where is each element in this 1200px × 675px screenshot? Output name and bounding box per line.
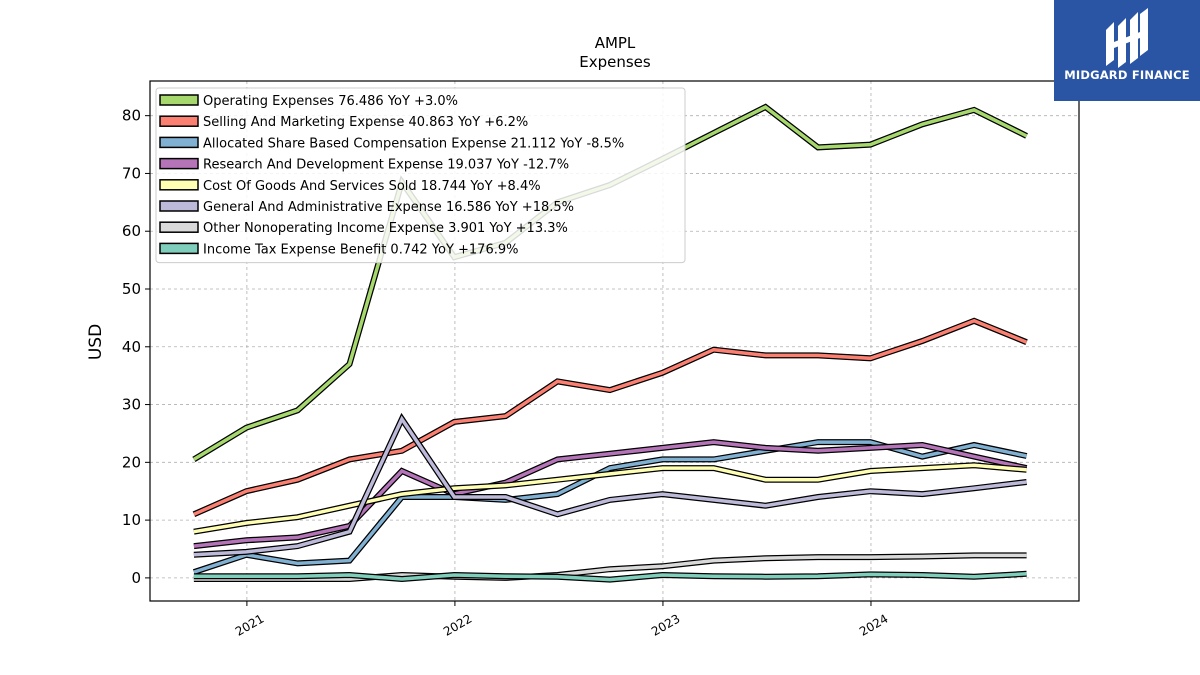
legend-swatch — [159, 115, 199, 127]
series-outline — [192, 317, 1028, 518]
series-line-group — [192, 317, 1028, 518]
series-line — [193, 572, 1027, 582]
series-line-group — [193, 552, 1027, 582]
legend-label: Income Tax Expense Benefit 0.742 YoY +17… — [203, 242, 518, 257]
y-tick-label: 70 — [122, 164, 141, 182]
y-axis-label: USD — [86, 324, 106, 360]
legend-swatch — [159, 200, 199, 212]
legend-swatch — [159, 157, 199, 170]
chart-subtitle: Expenses — [579, 53, 651, 71]
chart-title: AMPL — [595, 34, 636, 52]
y-tick-label: 10 — [122, 511, 141, 529]
series-outline — [192, 439, 1028, 575]
y-tick-label: 30 — [122, 396, 141, 414]
series-line-group — [193, 439, 1028, 550]
legend-swatch — [159, 94, 199, 106]
legend-label: Allocated Share Based Compensation Expen… — [203, 136, 624, 151]
legend-label: Other Nonoperating Income Expense 3.901 … — [203, 221, 568, 236]
series-line — [193, 440, 1027, 574]
legend-box — [155, 87, 686, 264]
series-line — [193, 415, 1027, 557]
series-line — [193, 553, 1027, 581]
legend-label: Research And Development Expense 19.037 … — [203, 158, 569, 173]
legend-label: General And Administrative Expense 16.58… — [203, 200, 574, 215]
legend-swatch — [159, 242, 199, 255]
series-line-group — [193, 462, 1027, 535]
brand-logo: MIDGARD FINANCE — [1054, 0, 1200, 101]
series-line — [193, 318, 1028, 516]
y-tick-label: 80 — [122, 107, 141, 125]
y-tick-label: 60 — [122, 222, 141, 240]
legend-swatch — [159, 221, 199, 233]
legend-swatch — [159, 179, 199, 191]
legend-label: Selling And Marketing Expense 40.863 YoY… — [203, 115, 528, 130]
y-tick-label: 40 — [122, 338, 141, 356]
y-tick-label: 0 — [131, 569, 141, 587]
series-line — [193, 463, 1027, 534]
legend-label: Operating Expenses 76.486 YoY +3.0% — [203, 94, 458, 109]
plot-area: 0 10 20 30 40 50 60 70 80 2021 2022 2023 2024 Operati… — [122, 80, 1080, 639]
y-tick-label: 20 — [122, 453, 141, 471]
legend: Operating Expenses 76.486 YoY +3.0% Selli… — [155, 87, 686, 264]
legend-swatch — [159, 136, 199, 149]
x-tick-label: 2021 — [233, 611, 266, 638]
brand-name: MIDGARD FINANCE — [1064, 68, 1190, 82]
midgard-logo-icon — [1106, 8, 1148, 68]
series-line-group — [193, 412, 1027, 558]
series-line-group — [193, 570, 1027, 583]
plot-frame — [149, 80, 1080, 602]
x-tick-label: 2022 — [441, 611, 474, 638]
x-tick-label: 2024 — [857, 611, 890, 638]
legend-label: Cost Of Goods And Services Sold 18.744 Y… — [203, 179, 541, 194]
series-line — [193, 440, 1027, 548]
x-tick-label: 2023 — [649, 611, 682, 638]
y-tick-label: 50 — [122, 280, 141, 298]
series-line-group — [192, 439, 1028, 575]
